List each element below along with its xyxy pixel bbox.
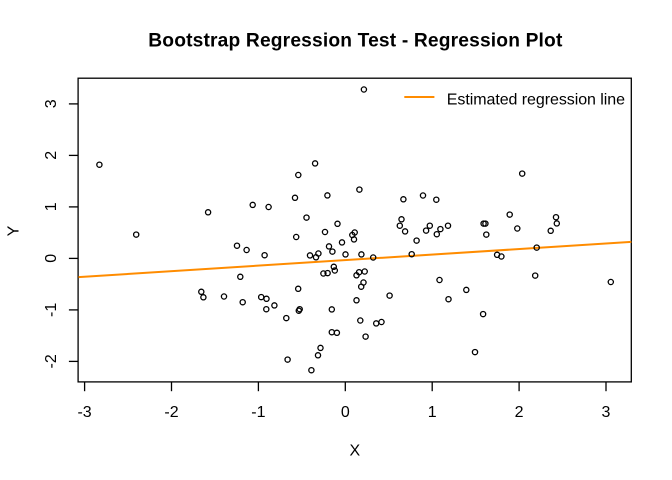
svg-text:X: X <box>349 443 360 460</box>
svg-text:3: 3 <box>602 404 611 421</box>
svg-text:-1: -1 <box>43 303 60 317</box>
svg-text:1: 1 <box>428 404 437 421</box>
svg-text:3: 3 <box>43 99 60 108</box>
svg-text:Bootstrap Regression Test - Re: Bootstrap Regression Test - Regression P… <box>148 30 563 51</box>
svg-text:1: 1 <box>43 202 60 211</box>
svg-text:2: 2 <box>515 404 524 421</box>
svg-text:2: 2 <box>43 151 60 160</box>
svg-text:-3: -3 <box>77 404 91 421</box>
svg-text:-1: -1 <box>251 404 265 421</box>
svg-text:0: 0 <box>341 404 350 421</box>
svg-text:-2: -2 <box>43 354 60 368</box>
svg-text:-2: -2 <box>164 404 178 421</box>
svg-text:Estimated regression line: Estimated regression line <box>447 92 625 109</box>
svg-text:0: 0 <box>43 254 60 263</box>
svg-text:Y: Y <box>6 225 23 236</box>
